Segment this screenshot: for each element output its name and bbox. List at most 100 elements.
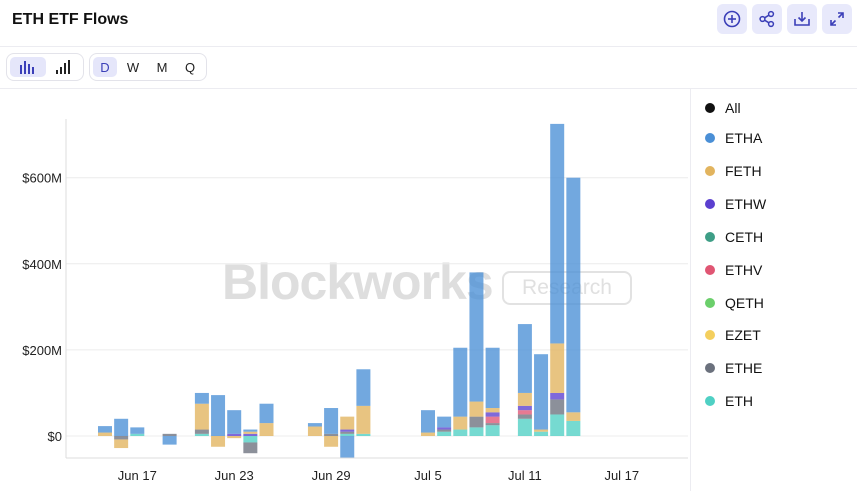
chart-header: ETH ETF Flows xyxy=(0,0,857,47)
legend-label: ETHA xyxy=(725,130,763,146)
bar-segment-feth xyxy=(566,412,581,421)
legend-item-ethw[interactable]: ETHW xyxy=(705,195,766,213)
bar-segment-ethe xyxy=(194,429,209,434)
bar-segment-etha xyxy=(485,347,500,409)
share-icon xyxy=(759,10,775,28)
bar-segment-feth xyxy=(453,416,468,430)
y-tick-label: $200M xyxy=(22,343,62,358)
legend-label: ETHE xyxy=(725,360,763,376)
x-tick-label: Jun 17 xyxy=(118,468,157,483)
bar-segment-feth xyxy=(340,416,355,430)
bar-segment-etha xyxy=(421,410,435,433)
bar-segment-etha xyxy=(211,395,226,436)
period-week-button[interactable]: W xyxy=(126,59,140,75)
x-tick-label: Jul 17 xyxy=(604,468,639,483)
bar-segment-feth xyxy=(485,408,500,413)
stacked-bar-button[interactable] xyxy=(47,57,81,77)
legend-dot xyxy=(705,396,715,406)
bar-segment-eth xyxy=(340,433,355,436)
legend-label: ETH xyxy=(725,393,753,409)
bar-segment-etha xyxy=(356,369,371,406)
bar-segment-eth xyxy=(550,414,565,436)
bar-segment-ethe xyxy=(324,433,339,436)
bar-segment-ethe xyxy=(162,433,177,436)
legend-item-eth[interactable]: ETH xyxy=(705,392,753,410)
bar-segment-ethw xyxy=(243,433,258,436)
legend-item-ezet[interactable]: EZET xyxy=(705,326,761,344)
y-tick-label: $400M xyxy=(22,257,62,272)
legend-item-all[interactable]: All xyxy=(705,99,741,117)
bar-segment-ethv xyxy=(485,416,500,424)
legend-label: ETHW xyxy=(725,196,767,212)
bar-segment-etha xyxy=(517,324,532,393)
y-tick-label: $600M xyxy=(22,171,62,186)
chart-area: Blockworks Research $0$200M$400M$600MJun… xyxy=(0,89,690,491)
chart-type-toggle xyxy=(6,53,84,81)
bar-segment-ethe xyxy=(485,423,500,426)
bar-segment-eth xyxy=(356,433,371,436)
legend-label: FETH xyxy=(725,163,762,179)
legend-item-ethe[interactable]: ETHE xyxy=(705,359,762,377)
period-toggle: D W M Q xyxy=(89,53,207,81)
legend-item-ceth[interactable]: CETH xyxy=(705,228,763,246)
add-to-dashboard-button[interactable] xyxy=(717,4,747,34)
stacked-bar-icon xyxy=(56,60,70,74)
legend-dot xyxy=(705,330,715,340)
bar-segment-ethe xyxy=(469,416,484,428)
bar-segment-etha xyxy=(194,392,209,404)
download-icon xyxy=(794,12,810,26)
legend-item-etha[interactable]: ETHA xyxy=(705,129,762,147)
bar-segment-etha xyxy=(243,429,258,432)
bar-segment-feth xyxy=(421,432,435,436)
bar-segment-feth xyxy=(534,429,549,432)
bar-segment-ethw xyxy=(227,433,242,436)
legend-label: EZET xyxy=(725,327,761,343)
legend-item-feth[interactable]: FETH xyxy=(705,162,762,180)
bar-segment-feth xyxy=(307,426,322,436)
bar-segment-ethw xyxy=(517,405,532,411)
share-button[interactable] xyxy=(752,4,782,34)
bar-chart-button[interactable] xyxy=(10,57,46,77)
legend-dot xyxy=(705,363,715,373)
period-month-button[interactable]: M xyxy=(156,59,168,75)
bar-segment-eth xyxy=(437,431,452,436)
legend-item-qeth[interactable]: QETH xyxy=(705,294,764,312)
legend-label: ETHV xyxy=(725,262,763,278)
bar-segment-eth xyxy=(534,431,549,436)
bar-segment-eth xyxy=(517,418,532,436)
legend-item-ethv[interactable]: ETHV xyxy=(705,261,762,279)
bar-segment-etha xyxy=(534,354,549,430)
bar-chart: $0 $200M $400M $600M Jun 17 Jun 23 Jun 29 Jul 5… xyxy=(22,119,688,483)
x-tick-label: Jul 5 xyxy=(414,468,441,483)
bar-segment-feth xyxy=(194,403,209,430)
y-tick-label: $0 xyxy=(48,429,62,444)
bar-segment-etha xyxy=(566,177,581,413)
bar-segment-etha xyxy=(437,416,452,428)
legend-dot xyxy=(705,166,715,176)
bar-segment-ethw xyxy=(550,392,565,400)
legend-label: CETH xyxy=(725,229,764,245)
expand-icon xyxy=(830,12,844,26)
period-day-button[interactable]: D xyxy=(93,57,117,77)
bar-segment-feth xyxy=(114,439,129,449)
x-tick-label: Jun 29 xyxy=(312,468,351,483)
bar-segment-etha xyxy=(307,423,322,427)
bar-segment-ethe xyxy=(550,399,565,415)
bar-segment-eth xyxy=(566,420,581,436)
bar-segment-etha xyxy=(469,272,484,402)
bar-segment-ethe xyxy=(114,436,129,440)
bar-segment-feth xyxy=(227,436,242,439)
bar-segment-etha xyxy=(324,408,339,434)
bar-segment-ethw xyxy=(485,412,500,417)
period-quarter-button[interactable]: Q xyxy=(184,59,196,75)
download-button[interactable] xyxy=(787,4,817,34)
bar-segment-feth xyxy=(98,432,112,436)
bar-chart-icon xyxy=(20,61,34,74)
legend-dot xyxy=(705,232,715,242)
bar-segment-feth xyxy=(243,431,258,434)
bar-segment-etha xyxy=(98,426,112,433)
expand-button[interactable] xyxy=(822,4,852,34)
legend-dot xyxy=(705,298,715,308)
bar-segment-etha xyxy=(130,427,145,434)
legend-dot xyxy=(705,133,715,143)
